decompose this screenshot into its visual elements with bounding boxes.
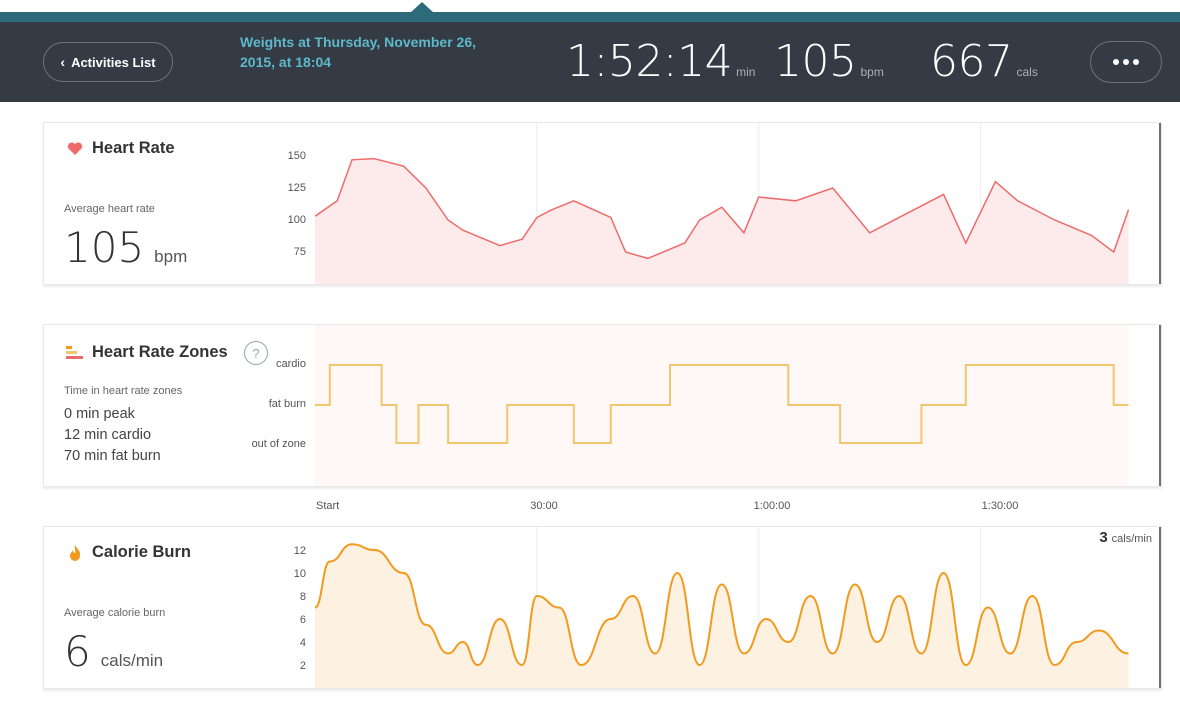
more-dot-icon bbox=[1133, 59, 1139, 65]
avg-heart-rate-unit: bpm bbox=[154, 247, 188, 266]
calorie-burn-card: Calorie Burn Average calorie burn 6 cals… bbox=[43, 526, 1162, 689]
x-axis-tick: 1:00:00 bbox=[753, 500, 791, 512]
heart-rate-title: Heart Rate bbox=[66, 139, 175, 158]
more-dot-icon bbox=[1113, 59, 1119, 65]
zones-summary: Heart Rate Zones ? Time in heart rate zo… bbox=[44, 325, 316, 486]
heart-rate-zones-card: Heart Rate Zones ? Time in heart rate zo… bbox=[43, 324, 1162, 487]
calorie-chart bbox=[315, 527, 1161, 688]
zone-peak: 0 min peak bbox=[64, 406, 135, 422]
x-axis-tick: 30:00 bbox=[530, 500, 558, 512]
zone-level-label: fat burn bbox=[268, 398, 306, 410]
duration-value: 1:52:14 bbox=[566, 36, 733, 87]
activity-header: ‹ Activities List Weights at Thursday, N… bbox=[0, 22, 1180, 102]
zones-bars-icon bbox=[66, 344, 84, 362]
x-axis-tick: Start bbox=[316, 500, 340, 512]
duration-unit: min bbox=[736, 65, 756, 79]
back-button-label: Activities List bbox=[71, 54, 156, 70]
avg-heart-rate-value: 105 bbox=[64, 223, 145, 272]
hr-ytick: 150 bbox=[287, 150, 306, 162]
calorie-area bbox=[315, 544, 1129, 688]
current-calorie-value: 3 bbox=[1099, 529, 1108, 546]
calorie-summary: Calorie Burn Average calorie burn 6 cals… bbox=[44, 527, 316, 688]
zone-cardio: 12 min cardio bbox=[64, 427, 152, 443]
hr-ytick: 75 bbox=[293, 246, 306, 258]
zone-level-label: cardio bbox=[276, 358, 306, 370]
calorie-title-text: Calorie Burn bbox=[92, 543, 192, 561]
heart-rate-value: 105 bbox=[774, 36, 857, 87]
calorie-series-line bbox=[315, 543, 1129, 667]
heart-rate-card: Heart Rate Average heart rate 105 bpm 15… bbox=[43, 122, 1162, 285]
heart-icon bbox=[66, 140, 84, 158]
cal-ytick: 8 bbox=[299, 591, 306, 603]
zones-chart bbox=[315, 325, 1161, 486]
cal-ytick: 2 bbox=[299, 660, 306, 672]
hr-ytick: 125 bbox=[287, 182, 306, 194]
heart-rate-title-text: Heart Rate bbox=[92, 139, 175, 157]
avg-calorie-unit: cals/min bbox=[100, 651, 164, 670]
heart-rate-unit: bpm bbox=[860, 65, 884, 79]
hr-ytick: 100 bbox=[287, 214, 306, 226]
zones-title: Heart Rate Zones bbox=[66, 343, 228, 362]
current-calorie-unit: cals/min bbox=[1111, 533, 1152, 545]
avg-heart-rate: 105 bpm bbox=[64, 223, 187, 272]
heart-rate-plot[interactable] bbox=[315, 123, 1162, 284]
zone-level-label: out of zone bbox=[251, 438, 306, 450]
heart-rate-stat: 105 bpm bbox=[774, 36, 884, 87]
cal-ytick: 4 bbox=[299, 637, 306, 649]
zones-series-line bbox=[315, 364, 1129, 444]
avg-calorie-value: 6 bbox=[64, 627, 91, 676]
more-options-button[interactable] bbox=[1090, 41, 1162, 83]
heart-rate-chart bbox=[315, 123, 1161, 284]
chevron-left-icon: ‹ bbox=[60, 54, 66, 70]
zones-help-button[interactable]: ? bbox=[244, 341, 268, 365]
x-axis-tick: 1:30:00 bbox=[981, 500, 1019, 512]
zones-plot[interactable] bbox=[315, 325, 1162, 486]
zone-fat-burn: 70 min fat burn bbox=[64, 448, 161, 464]
cal-ytick: 12 bbox=[293, 545, 306, 557]
calorie-plot[interactable]: 3 cals/min bbox=[315, 527, 1162, 688]
flame-icon bbox=[66, 544, 84, 562]
activity-title: Weights at Thursday, November 26, 2015, … bbox=[240, 34, 476, 70]
zones-background bbox=[315, 325, 1129, 486]
cal-ytick: 10 bbox=[293, 568, 306, 580]
heart-rate-series-line bbox=[315, 157, 1130, 260]
zones-time-label: Time in heart rate zones bbox=[64, 385, 183, 397]
calories-stat: 667 cals bbox=[930, 36, 1038, 87]
cal-ytick: 6 bbox=[299, 614, 306, 626]
calorie-title: Calorie Burn bbox=[66, 543, 191, 562]
heart-rate-area bbox=[315, 158, 1129, 284]
avg-calorie-label: Average calorie burn bbox=[64, 607, 166, 619]
heart-rate-summary: Heart Rate Average heart rate 105 bpm 15… bbox=[44, 123, 316, 284]
calories-value: 667 bbox=[930, 36, 1013, 87]
zones-title-text: Heart Rate Zones bbox=[92, 343, 228, 361]
more-dot-icon bbox=[1123, 59, 1129, 65]
selected-activity-pointer bbox=[410, 2, 434, 13]
calories-unit: cals bbox=[1016, 65, 1038, 79]
duration-stat: 1:52:14 min bbox=[566, 36, 755, 87]
top-accent-bar bbox=[0, 12, 1180, 22]
current-calorie-readout: 3 cals/min bbox=[1099, 529, 1152, 546]
avg-heart-rate-label: Average heart rate bbox=[64, 203, 155, 215]
avg-calorie: 6 cals/min bbox=[64, 627, 163, 676]
activities-list-button[interactable]: ‹ Activities List bbox=[43, 42, 173, 82]
